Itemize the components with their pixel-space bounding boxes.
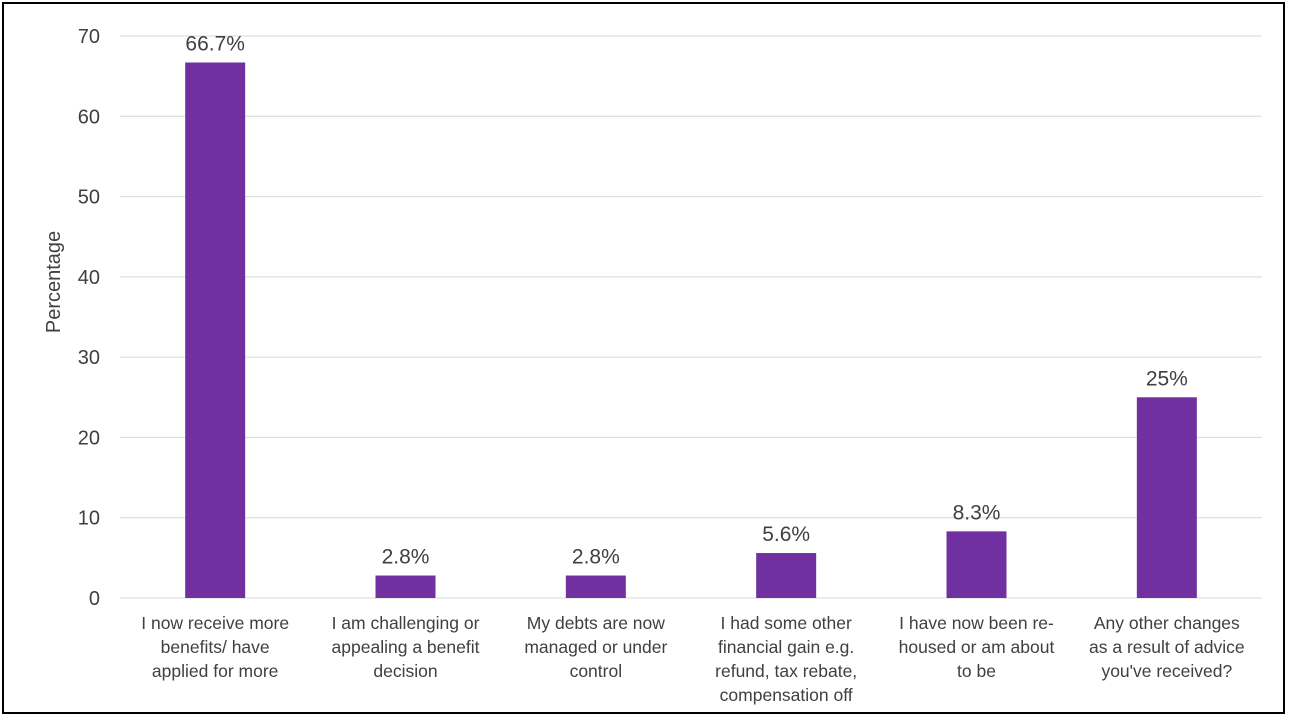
y-axis-ticks: 0 10 20 30 40 50 60 70 xyxy=(78,26,100,610)
y-tick-label: 10 xyxy=(78,508,100,530)
category-label-line: I had some other xyxy=(721,613,852,633)
category-label-line: compensation off xyxy=(720,685,853,705)
bar-5 xyxy=(1136,397,1197,598)
category-label-line: housed or am about xyxy=(899,637,1055,657)
bar-3 xyxy=(756,553,817,598)
category-label-line: control xyxy=(570,661,623,681)
y-tick-label: 0 xyxy=(89,588,100,610)
data-label-4: 8.3% xyxy=(953,501,1001,524)
category-label-line: My debts are now xyxy=(527,613,665,633)
bar-2 xyxy=(565,575,626,598)
bar-1 xyxy=(375,575,436,598)
category-label-line: applied for more xyxy=(152,661,278,681)
data-label-3: 5.6% xyxy=(762,523,810,546)
category-label-line: financial gain e.g. xyxy=(718,637,854,657)
bar-0 xyxy=(185,62,246,599)
y-tick-label: 20 xyxy=(78,427,100,449)
category-label-line: appealing a benefit xyxy=(332,637,480,657)
y-tick-label: 60 xyxy=(78,106,100,128)
category-label-line: I now receive more xyxy=(141,613,289,633)
category-label-line: decision xyxy=(373,661,437,681)
y-tick-label: 40 xyxy=(78,267,100,289)
data-label-5: 25% xyxy=(1146,367,1188,390)
category-label-5: Any other changes as a result of advice yo… xyxy=(1089,613,1245,681)
data-label-2: 2.8% xyxy=(572,546,620,569)
y-tick-label: 50 xyxy=(78,187,100,209)
category-label-line: you've received? xyxy=(1101,661,1232,681)
category-label-2: My debts are now managed or under control xyxy=(524,613,667,681)
data-labels: 66.7% 2.8% 2.8% 5.6% 8.3% 25% xyxy=(185,32,1187,568)
data-label-1: 2.8% xyxy=(382,546,430,569)
category-labels: I now receive more benefits/ have applied … xyxy=(141,613,1244,705)
gridlines xyxy=(120,35,1262,599)
category-label-line: I am challenging or xyxy=(332,613,480,633)
y-tick-label: 30 xyxy=(78,347,100,369)
y-tick-label: 70 xyxy=(78,26,100,48)
category-label-1: I am challenging or appealing a benefit de… xyxy=(332,613,480,681)
category-label-line: Any other changes xyxy=(1094,613,1240,633)
data-label-0: 66.7% xyxy=(185,32,245,55)
category-label-line: benefits/ have xyxy=(161,637,270,657)
y-axis-title: Percentage xyxy=(43,231,65,333)
category-label-line: refund, tax rebate, xyxy=(715,661,857,681)
category-label-0: I now receive more benefits/ have applied … xyxy=(141,613,289,681)
bars xyxy=(185,62,1197,599)
category-label-line: managed or under xyxy=(524,637,667,657)
category-label-3: I had some other financial gain e.g. refun… xyxy=(715,613,857,705)
category-label-4: I have now been re-housed or am about to … xyxy=(899,613,1055,681)
bar-4 xyxy=(946,531,1007,598)
category-label-line: as a result of advice xyxy=(1089,637,1245,657)
category-label-line: I have now been re- xyxy=(899,613,1054,633)
category-label-line: to be xyxy=(957,661,996,681)
